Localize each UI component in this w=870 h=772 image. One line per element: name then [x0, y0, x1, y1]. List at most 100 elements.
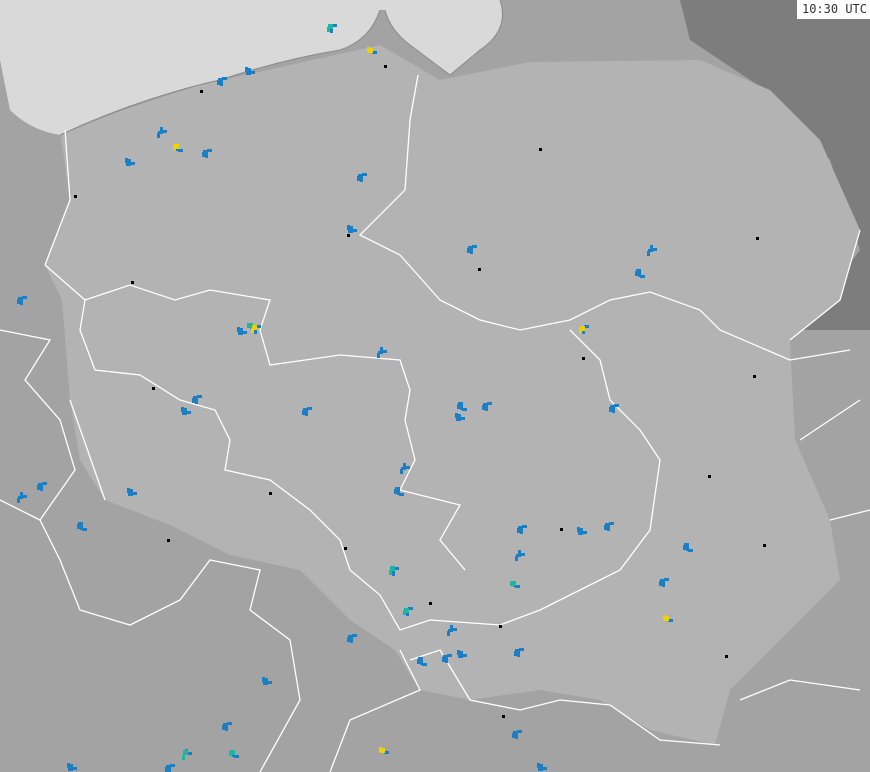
radar-echo-core [328, 24, 333, 29]
radar-echo-core [183, 750, 188, 755]
city-dot [74, 195, 77, 198]
radar-echo [468, 246, 473, 249]
radar-echo [70, 764, 73, 769]
radar-echo [460, 405, 463, 410]
radar-echo [250, 71, 255, 74]
radar-echo [126, 163, 131, 166]
city-dot [499, 625, 502, 628]
radar-echo [377, 353, 380, 358]
radar-echo [513, 731, 518, 734]
timestamp-label: 10:30 UTC [796, 0, 870, 19]
radar-echo [662, 582, 665, 587]
city-dot [478, 268, 481, 271]
radar-echo [68, 768, 73, 771]
radar-echo [238, 332, 243, 335]
city-dot [708, 475, 711, 478]
radar-echo [457, 404, 460, 409]
radar-echo [394, 489, 397, 494]
city-dot [347, 234, 350, 237]
radar-echo [610, 405, 615, 408]
radar-echo [168, 768, 171, 772]
out-of-range-area [680, 0, 870, 330]
baltic-sea [0, 0, 503, 135]
city-dot [725, 655, 728, 658]
radar-echo [458, 414, 461, 419]
radar-echo [251, 328, 254, 333]
radar-echo [348, 230, 353, 233]
radar-echo [222, 77, 227, 80]
radar-echo [395, 487, 400, 490]
radar-echo [72, 767, 77, 770]
radar-echo [254, 329, 257, 334]
radar-echo [660, 579, 665, 582]
radar-echo [372, 51, 377, 54]
radar-echo [217, 80, 220, 85]
city-dot [582, 357, 585, 360]
radar-echo [582, 531, 587, 534]
city-dot [763, 544, 766, 547]
radar-echo-core [252, 325, 257, 330]
radar-echo-core [664, 616, 669, 621]
radar-echo [67, 763, 70, 768]
radar-echo [125, 158, 128, 163]
radar-echo [406, 611, 409, 616]
radar-echo [520, 529, 523, 534]
radar-echo [483, 403, 488, 406]
city-dot [269, 492, 272, 495]
radar-echo [127, 488, 130, 493]
radar-echo [578, 532, 583, 535]
city-dot [502, 715, 505, 718]
radar-echo [227, 722, 232, 725]
radar-echo [18, 297, 23, 300]
radar-echo [78, 522, 83, 525]
radar-echo [262, 677, 265, 682]
radar-echo [245, 67, 248, 72]
radar-echo [77, 524, 80, 529]
radar-echo [540, 764, 543, 769]
radar-echo [462, 408, 467, 411]
radar-echo [686, 546, 689, 551]
radar-echo-core [511, 581, 516, 586]
radar-echo [193, 396, 198, 399]
city-dot [753, 375, 756, 378]
radar-echo [352, 229, 357, 232]
radar-echo [487, 402, 492, 405]
radar-echo [462, 654, 467, 657]
radar-echo [460, 417, 465, 420]
radar-echo [442, 657, 445, 662]
radar-echo [636, 269, 641, 272]
radar-echo [417, 659, 420, 664]
radar-echo [514, 651, 517, 656]
radar-echo [609, 407, 612, 412]
radar-echo [220, 81, 223, 86]
radar-echo [38, 483, 43, 486]
radar-echo-core [174, 144, 179, 149]
radar-echo [256, 325, 261, 328]
radar-echo [470, 249, 473, 254]
radar-echo [178, 149, 183, 152]
radar-echo [447, 631, 450, 636]
radar-echo [580, 528, 583, 533]
radar-echo-core [404, 608, 409, 613]
radar-echo [460, 651, 463, 656]
radar-echo [132, 492, 137, 495]
radar-echo [202, 152, 205, 157]
radar-echo [397, 490, 400, 495]
radar-echo [181, 407, 184, 412]
radar-echo [472, 245, 477, 248]
radar-echo [203, 150, 208, 153]
radar-echo [577, 527, 580, 532]
radar-echo [408, 607, 413, 610]
radar-echo [130, 162, 135, 165]
radar-echo [482, 405, 485, 410]
radar-echo [246, 72, 251, 75]
radar-echo [350, 638, 353, 643]
radar-echo-core [368, 48, 373, 53]
radar-echo [519, 648, 524, 651]
radar-echo [458, 402, 463, 405]
radar-echo [128, 159, 131, 164]
radar-echo-core [230, 750, 235, 755]
radar-echo [22, 495, 27, 498]
radar-echo [307, 407, 312, 410]
